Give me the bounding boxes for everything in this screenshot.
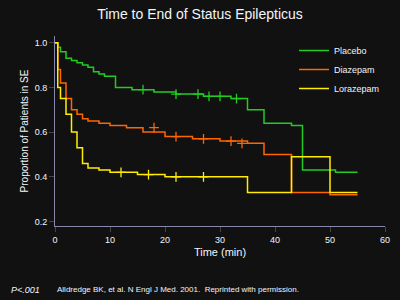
- svg-text:0.6: 0.6: [35, 127, 48, 137]
- svg-text:20: 20: [160, 235, 170, 245]
- svg-text:Lorazepam: Lorazepam: [334, 84, 379, 94]
- svg-text:60: 60: [380, 235, 390, 245]
- svg-text:1.0: 1.0: [35, 38, 48, 48]
- svg-text:Time to End of Status Epilepti: Time to End of Status Epilepticus: [97, 6, 303, 22]
- svg-text:0.2: 0.2: [35, 217, 48, 227]
- svg-text:0.8: 0.8: [35, 83, 48, 93]
- svg-text:0: 0: [52, 235, 57, 245]
- svg-text:10: 10: [105, 235, 115, 245]
- svg-text:40: 40: [270, 235, 280, 245]
- svg-text:Time (min): Time (min): [194, 246, 246, 258]
- svg-text:50: 50: [325, 235, 335, 245]
- svg-text:30: 30: [215, 235, 225, 245]
- svg-text:Proportion of Patients in SE: Proportion of Patients in SE: [19, 69, 30, 192]
- svg-text:Alldredge BK, et al. N Engl J: Alldredge BK, et al. N Engl J Med. 2001.…: [57, 285, 299, 294]
- svg-text:P<.001: P<.001: [11, 285, 40, 295]
- svg-text:Diazepam: Diazepam: [334, 65, 375, 75]
- svg-text:0.4: 0.4: [35, 172, 48, 182]
- svg-text:Placebo: Placebo: [334, 46, 367, 56]
